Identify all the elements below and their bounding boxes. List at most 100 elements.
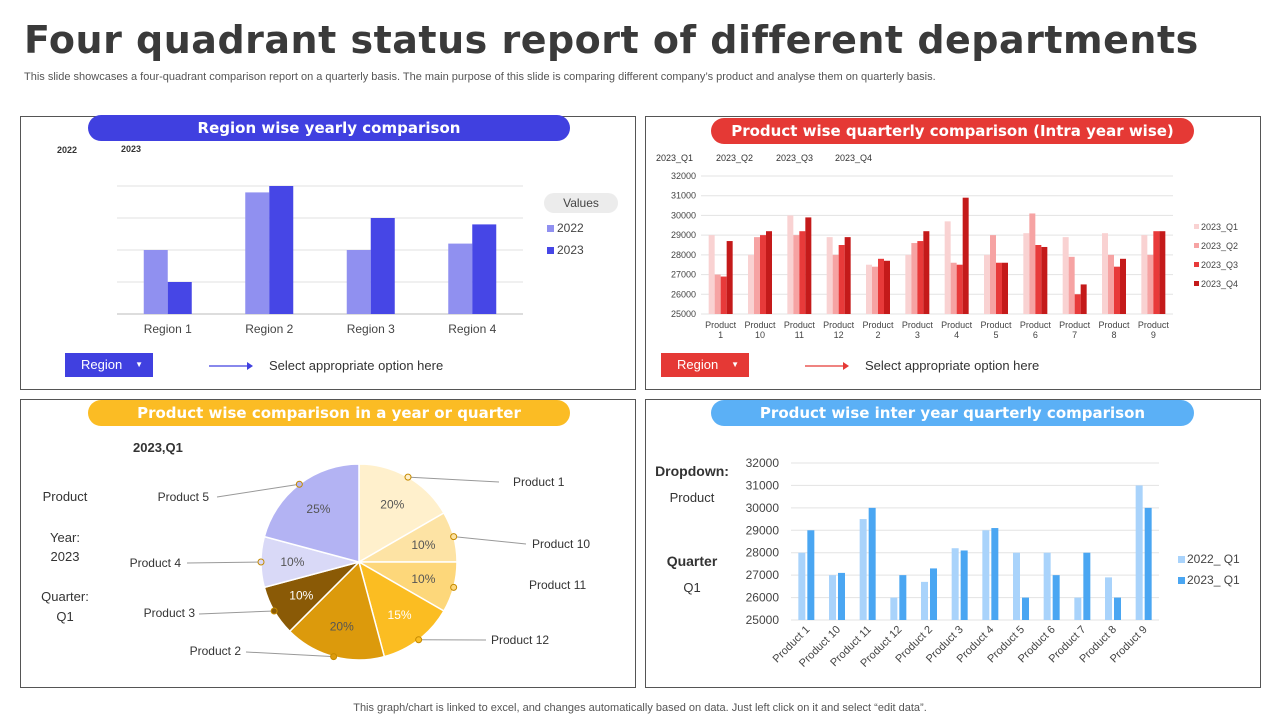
y-tick-label: 30000	[746, 501, 780, 515]
bar-2023_Q3-product-11	[799, 231, 806, 314]
region-dropdown[interactable]: Region ▼	[65, 353, 153, 377]
bar-2023-region-4	[472, 224, 497, 314]
x-tick-label: Product 10	[744, 320, 776, 340]
y-tick-label: 25000	[671, 309, 696, 319]
pie-category-label: Product 10	[532, 537, 590, 551]
pie-data-label: 25%	[306, 502, 330, 516]
bar-2023_Q4-product-11	[805, 217, 812, 314]
bar-2023_Q4-product-7	[1080, 284, 1087, 314]
bar-2023_Q2-product-8	[1108, 254, 1114, 314]
pill-region-yearly: Region wise yearly comparison	[88, 115, 570, 141]
y-tick-label: 28000	[746, 546, 780, 560]
legend-swatch	[1194, 262, 1199, 267]
bar-2023_Q1-product-10	[748, 254, 754, 314]
x-tick-label: Product 3	[902, 320, 934, 340]
panel-inter-year: Product wise inter year quarterly compar…	[645, 399, 1261, 688]
bar-2022-region-1	[143, 250, 168, 314]
bar-2022_Q1-product-1	[798, 552, 806, 620]
bar-2023_Q1-product-10	[838, 572, 845, 620]
bar-2023_Q4-product-9	[1159, 231, 1166, 314]
pie-data-label: 15%	[388, 608, 412, 622]
panel-product-quarterly: Product wise quarterly comparison (Intra…	[645, 116, 1261, 390]
panel-region-yearly: Region wise yearly comparison 2022 2023 Re…	[20, 115, 636, 390]
y-tick-label: 28000	[671, 250, 696, 260]
pie-data-label: 20%	[380, 497, 404, 511]
bar-2023-region-2	[269, 186, 294, 314]
leader-line	[407, 476, 500, 483]
y-tick-label: 31000	[746, 478, 780, 492]
page-title: Four quadrant status report of different…	[24, 18, 1199, 62]
bar-2023_Q1-product-2	[866, 264, 872, 314]
pie-category-label: Product 5	[158, 490, 210, 504]
bar-2022_Q1-product-8	[1105, 577, 1112, 620]
quarter-value[interactable]: Q1	[683, 580, 701, 595]
bar-2023_Q1-product-5	[1022, 597, 1029, 620]
chevron-down-icon: ▼	[135, 360, 143, 369]
quarter-label: Quarter	[666, 553, 718, 569]
legend-swatch	[1178, 556, 1185, 563]
x-tick-label: Product 4	[941, 320, 973, 340]
x-tick-label: Region 3	[347, 322, 395, 336]
chart-product-quarterly[interactable]: 32000 31000 30000 29000 28000 27000 26000 25000…	[646, 117, 1260, 389]
bar-2023_Q3-product-7	[1074, 294, 1081, 314]
leader-line	[198, 610, 275, 615]
bar-2023_Q4-product-3	[923, 231, 930, 314]
x-tick-label: Product 6	[1020, 320, 1052, 340]
bar-2023_Q1-product-7	[1062, 237, 1069, 314]
panel-product-pie: Product wise comparison in a year or qua…	[20, 399, 636, 688]
pie-heading: 2023,Q1	[133, 440, 183, 455]
leader-dot	[295, 480, 303, 488]
bar-2023_Q3-product-1	[720, 276, 727, 314]
pie-category-label: Product 3	[144, 606, 196, 620]
y-tick-label: 25000	[746, 613, 780, 627]
legend-entry: 2023_Q1	[1201, 222, 1238, 232]
bar-2023_Q1-product-2	[930, 568, 937, 620]
bar-2023_Q2-product-2	[872, 266, 878, 314]
bar-2023_Q2-product-4	[950, 262, 957, 314]
bar-2023_Q4-product-1	[726, 241, 733, 314]
pie-category-label: Product 1	[513, 475, 565, 489]
pie-data-label: 10%	[280, 555, 304, 569]
bar-2023-region-1	[167, 282, 192, 314]
bar-2023_Q3-product-2	[878, 258, 884, 314]
bar-2023_Q3-product-6	[1035, 245, 1042, 314]
legend-swatch	[1178, 577, 1185, 584]
x-tick-label: Product 1	[705, 320, 737, 340]
y-tick-label: 27000	[746, 568, 780, 582]
select-hint: Select appropriate option here	[865, 358, 1040, 373]
region-dropdown-2[interactable]: Region ▼	[661, 353, 749, 377]
pill-product-quarterly: Product wise quarterly comparison (Intra…	[711, 118, 1194, 144]
y-tick-label: 29000	[746, 523, 780, 537]
pie-category-label: Product 11	[529, 578, 586, 592]
pie-category-label: Product 4	[130, 556, 182, 570]
bar-2023_Q1-product-4	[991, 528, 999, 620]
bar-2023_Q3-product-4	[956, 264, 963, 314]
bar-2023_Q2-product-5	[990, 235, 996, 314]
bar-2023_Q2-product-1	[714, 274, 721, 314]
y-tick-label: 31000	[671, 191, 696, 201]
chart-region-yearly[interactable]: 2022 2023 Region 1 Region 2 Region 3 Region 4…	[21, 117, 635, 389]
x-tick-label: Product 7	[1059, 320, 1091, 340]
bar-2022_Q1-product-10	[829, 575, 836, 620]
leader-line	[453, 536, 527, 545]
x-tick-label: Region 4	[448, 322, 496, 336]
bar-2023_Q1-product-4	[944, 221, 951, 314]
bar-2023_Q4-product-2	[884, 260, 890, 314]
dropdown-value[interactable]: Product	[669, 490, 715, 505]
side-product-label: Product	[42, 489, 88, 504]
bar-2022_Q1-product-7	[1074, 597, 1082, 620]
legend-entry: 2023	[557, 243, 584, 257]
dropdown-label: Dropdown:	[655, 463, 729, 479]
bar-2023_Q2-product-11	[793, 235, 800, 314]
y-tick-label: 26000	[671, 289, 696, 299]
chart-product-pie[interactable]: 20% Product 1 10% Product 10 10% Product 11 15…	[21, 400, 635, 687]
top-label-2022: 2022	[57, 145, 77, 155]
x-tick-label: Product 12	[823, 320, 855, 340]
y-tick-label: 27000	[671, 270, 696, 280]
top-label: 2023_Q2	[716, 153, 753, 163]
chart-inter-year[interactable]: 32000 31000 30000 29000 28000 27000 26000 25000…	[646, 400, 1260, 687]
bar-2023_Q1-product-8	[1114, 597, 1121, 620]
side-quarter-label: Quarter:	[41, 589, 89, 604]
bar-2023_Q4-product-10	[766, 231, 772, 314]
bar-2023_Q1-product-5	[984, 254, 990, 314]
